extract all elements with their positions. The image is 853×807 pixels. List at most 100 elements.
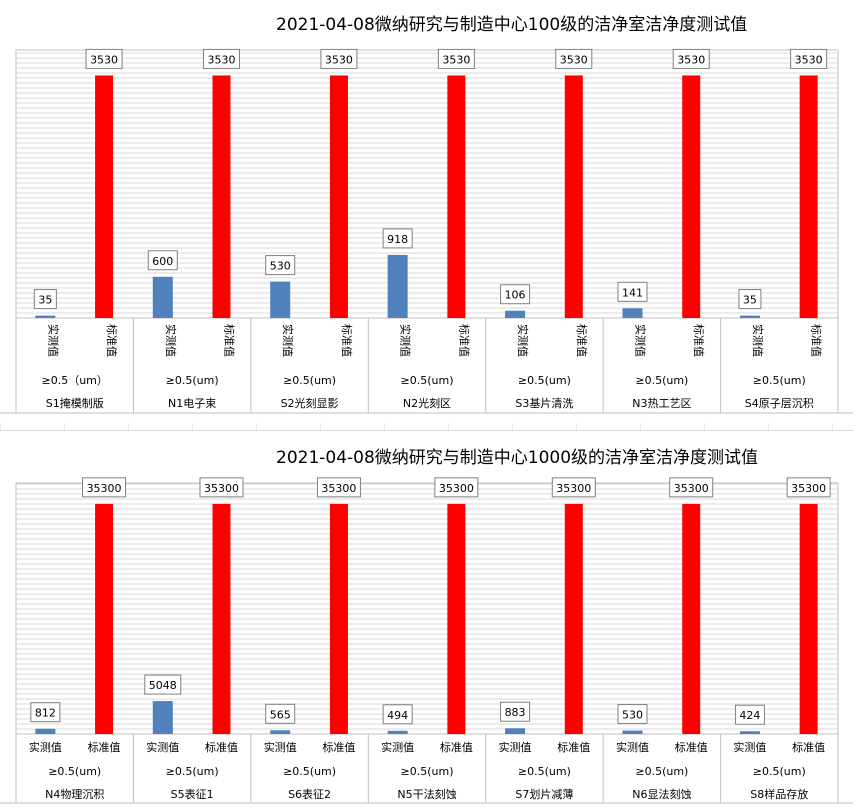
data-label-box bbox=[669, 477, 714, 498]
series-label: 实测值 bbox=[751, 324, 765, 357]
data-label: 35300 bbox=[556, 482, 591, 495]
data-label-box bbox=[382, 228, 413, 249]
bar-standard bbox=[564, 503, 583, 734]
category-label: S7划片减薄 bbox=[515, 787, 573, 801]
series-label: 实测值 bbox=[733, 740, 766, 754]
size-label: ≥0.5(um) bbox=[635, 765, 688, 778]
data-label: 141 bbox=[622, 286, 643, 299]
series-label: 标准值 bbox=[322, 740, 355, 754]
bar-measured bbox=[622, 730, 643, 734]
category-label: N5干法刻蚀 bbox=[397, 787, 456, 801]
data-label-box bbox=[734, 704, 765, 725]
size-label: ≥0.5(um) bbox=[518, 765, 571, 778]
data-label-box bbox=[265, 255, 296, 276]
data-label-box bbox=[320, 48, 358, 69]
data-label: 35300 bbox=[439, 482, 474, 495]
data-label-box bbox=[82, 477, 127, 498]
bar-measured bbox=[35, 315, 56, 318]
series-label: 标准值 bbox=[692, 324, 706, 357]
category-label: S4原子层沉积 bbox=[745, 397, 814, 410]
series-label: 实测值 bbox=[381, 740, 414, 754]
data-label: 883 bbox=[505, 706, 526, 719]
series-label: 标准值 bbox=[675, 740, 708, 754]
data-label-box bbox=[738, 289, 762, 310]
data-label: 35300 bbox=[87, 482, 122, 495]
data-label-box bbox=[617, 281, 648, 302]
series-label: 实测值 bbox=[281, 324, 295, 357]
data-label: 812 bbox=[35, 707, 56, 720]
data-label: 3530 bbox=[90, 53, 118, 66]
data-label: 918 bbox=[387, 233, 408, 246]
size-label: ≥0.5(um) bbox=[753, 374, 806, 387]
size-label: ≥0.5(um) bbox=[166, 765, 219, 778]
data-label: 35300 bbox=[321, 482, 356, 495]
size-label: ≥0.5（um） bbox=[42, 374, 108, 387]
bar-measured bbox=[152, 701, 173, 734]
category-label: S2光刻显影 bbox=[281, 396, 339, 410]
series-label: 标准值 bbox=[810, 324, 824, 357]
series-label: 标准值 bbox=[575, 324, 589, 357]
size-label: ≥0.5(um) bbox=[48, 765, 101, 778]
bar-standard bbox=[564, 75, 583, 318]
bar-measured bbox=[35, 728, 56, 734]
data-label-box bbox=[437, 48, 475, 69]
series-label: 标准值 bbox=[105, 324, 119, 357]
chart-plot-100-class: 35 实测值 3530 标准值 ≥0.5（um） S1掩模制版 600 实测值 3530 标准值 ≥… bbox=[0, 48, 853, 414]
data-label: 424 bbox=[739, 709, 760, 722]
series-label: 实测值 bbox=[164, 324, 178, 357]
data-label-box bbox=[500, 701, 531, 722]
chart-title: 2021-04-08微纳研究与制造中心100级的洁净室洁净度测试值 bbox=[276, 15, 748, 35]
data-label-box bbox=[30, 702, 61, 723]
data-label: 3530 bbox=[325, 53, 353, 66]
series-label: 标准值 bbox=[223, 324, 237, 357]
data-label-box bbox=[147, 250, 178, 271]
category-label: N3热工艺区 bbox=[632, 397, 691, 410]
category-label: N4物理沉积 bbox=[45, 787, 104, 801]
bar-measured bbox=[152, 276, 173, 318]
data-label-box bbox=[33, 289, 57, 310]
bar-standard bbox=[447, 503, 466, 734]
data-label-box bbox=[265, 703, 296, 724]
size-label: ≥0.5(um) bbox=[401, 374, 454, 387]
bar-standard bbox=[799, 75, 818, 318]
bar-standard bbox=[95, 503, 114, 734]
chart-1000-class: 2021-04-08微纳研究与制造中心1000级的洁净室洁净度测试值 812 实测… bbox=[0, 430, 853, 807]
category-label: S6表征2 bbox=[288, 787, 331, 801]
bar-measured bbox=[739, 731, 760, 734]
data-label: 5048 bbox=[149, 679, 177, 692]
series-label: 实测值 bbox=[46, 324, 60, 357]
bar-standard bbox=[682, 75, 701, 318]
data-label-box bbox=[144, 674, 182, 695]
data-label-box bbox=[199, 477, 244, 498]
data-label: 35300 bbox=[674, 482, 709, 495]
data-label-box bbox=[672, 48, 710, 69]
data-label: 494 bbox=[387, 709, 408, 722]
size-label: ≥0.5(um) bbox=[166, 374, 219, 387]
category-label: S1掩模制版 bbox=[46, 396, 104, 410]
data-label-box bbox=[500, 284, 531, 305]
data-label: 35300 bbox=[204, 482, 239, 495]
chart-plot-1000-class: 812 实测值 35300 标准值 ≥0.5(um) N4物理沉积 5048 实测值 35300… bbox=[0, 477, 853, 804]
bar-standard bbox=[329, 75, 348, 318]
series-label: 实测值 bbox=[516, 324, 530, 357]
size-label: ≥0.5(um) bbox=[283, 765, 336, 778]
bar-measured bbox=[505, 728, 526, 734]
category-label: N1电子束 bbox=[168, 397, 216, 410]
category-label: S5表征1 bbox=[171, 787, 214, 801]
series-label: 标准值 bbox=[205, 740, 238, 754]
data-label-box bbox=[382, 704, 413, 725]
series-label: 标准值 bbox=[792, 740, 825, 754]
size-label: ≥0.5(um) bbox=[753, 765, 806, 778]
data-label-box bbox=[316, 477, 361, 498]
data-label: 35300 bbox=[791, 482, 826, 495]
bar-standard bbox=[682, 503, 701, 734]
data-label-box bbox=[551, 477, 596, 498]
data-label: 35 bbox=[743, 294, 757, 307]
bar-standard bbox=[212, 503, 231, 734]
data-label: 3530 bbox=[560, 53, 588, 66]
bar-standard bbox=[799, 503, 818, 734]
data-label: 106 bbox=[505, 289, 526, 302]
series-label: 标准值 bbox=[340, 324, 354, 357]
category-label: N2光刻区 bbox=[403, 396, 451, 410]
bar-measured bbox=[622, 308, 643, 318]
